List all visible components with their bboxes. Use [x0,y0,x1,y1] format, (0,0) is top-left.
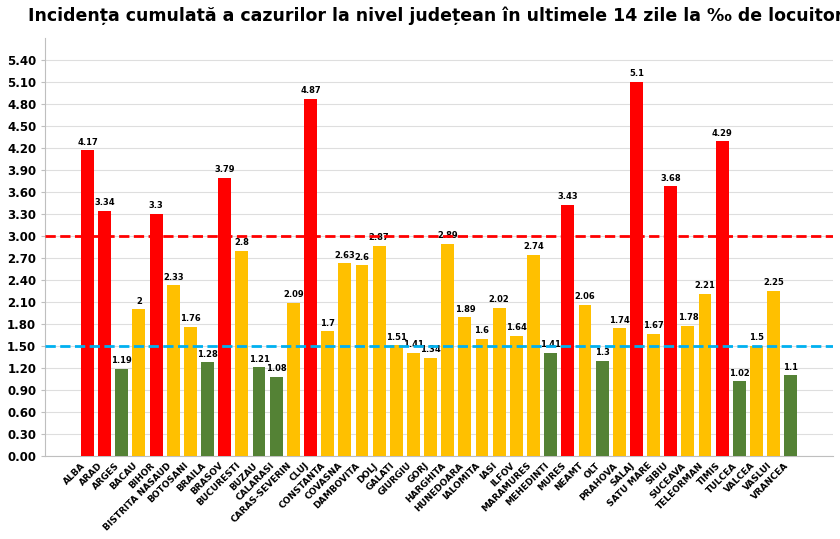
Text: 1.19: 1.19 [112,356,132,365]
Bar [681,326,695,456]
Bar [785,375,797,456]
Bar [339,263,351,456]
Text: 5.1: 5.1 [629,70,644,79]
Bar [235,251,249,456]
Text: 4.17: 4.17 [77,137,97,147]
Bar [527,255,540,456]
Bar [441,244,454,456]
Text: 3.43: 3.43 [558,192,578,201]
Bar [355,265,369,456]
Bar [115,369,129,456]
Bar [390,345,402,456]
Text: 3.68: 3.68 [660,174,681,183]
Text: 1.08: 1.08 [265,364,286,373]
Bar [287,303,300,456]
Bar [613,328,626,456]
Text: 1.67: 1.67 [643,321,664,330]
Text: 1.41: 1.41 [403,340,424,349]
Bar [664,186,677,456]
Bar [253,367,265,456]
Bar [510,336,522,456]
Text: 1.6: 1.6 [475,326,490,335]
Bar [596,361,608,456]
Text: 1.64: 1.64 [506,323,527,332]
Text: 3.34: 3.34 [94,198,115,208]
Text: 2.09: 2.09 [283,290,303,299]
Bar [167,285,180,456]
Text: 2.63: 2.63 [334,251,355,260]
Bar [579,305,591,456]
Text: 2.89: 2.89 [438,231,458,240]
Bar [321,331,334,456]
Bar [475,338,488,456]
Text: 1.41: 1.41 [540,340,561,349]
Text: 1.5: 1.5 [749,334,764,342]
Bar [493,308,506,456]
Text: 1.76: 1.76 [180,314,201,323]
Bar [733,381,746,456]
Title: Incidența cumulată a cazurilor la nivel județean în ultimele 14 zile la ‰ de loc: Incidența cumulată a cazurilor la nivel … [29,7,840,25]
Bar [304,99,317,456]
Text: 2.33: 2.33 [163,273,184,281]
Text: 2.8: 2.8 [234,238,249,247]
Text: 4.29: 4.29 [711,129,732,138]
Text: 2: 2 [136,297,142,306]
Text: 1.34: 1.34 [420,345,441,354]
Bar [424,358,437,456]
Bar [459,317,471,456]
Bar [767,291,780,456]
Bar [544,353,557,456]
Text: 1.1: 1.1 [784,363,798,372]
Text: 1.21: 1.21 [249,355,270,364]
Text: 1.78: 1.78 [678,313,698,322]
Text: 2.25: 2.25 [764,279,784,287]
Text: 1.51: 1.51 [386,333,407,342]
Text: 1.89: 1.89 [454,305,475,314]
Text: 2.6: 2.6 [354,253,370,262]
Text: 1.3: 1.3 [595,348,610,357]
Bar [750,346,763,456]
Text: 1.28: 1.28 [197,349,218,358]
Bar [270,377,282,456]
Bar [81,150,94,456]
Text: 3.79: 3.79 [214,165,235,175]
Text: 2.74: 2.74 [523,243,543,252]
Bar [218,178,231,456]
Text: 2.02: 2.02 [489,295,510,305]
Text: 1.7: 1.7 [320,319,335,328]
Text: 3.3: 3.3 [149,202,164,210]
Bar [716,142,728,456]
Bar [184,327,197,456]
Text: 1.02: 1.02 [729,369,750,378]
Bar [561,204,575,456]
Bar [630,82,643,456]
Text: 2.21: 2.21 [695,281,716,291]
Bar [647,334,660,456]
Text: 1.74: 1.74 [609,316,630,325]
Bar [699,294,711,456]
Bar [373,246,386,456]
Text: 4.87: 4.87 [300,86,321,95]
Text: 2.06: 2.06 [575,292,596,301]
Bar [98,211,111,456]
Bar [133,309,145,456]
Bar [150,214,162,456]
Text: 2.87: 2.87 [369,233,390,242]
Bar [201,362,214,456]
Bar [407,353,420,456]
